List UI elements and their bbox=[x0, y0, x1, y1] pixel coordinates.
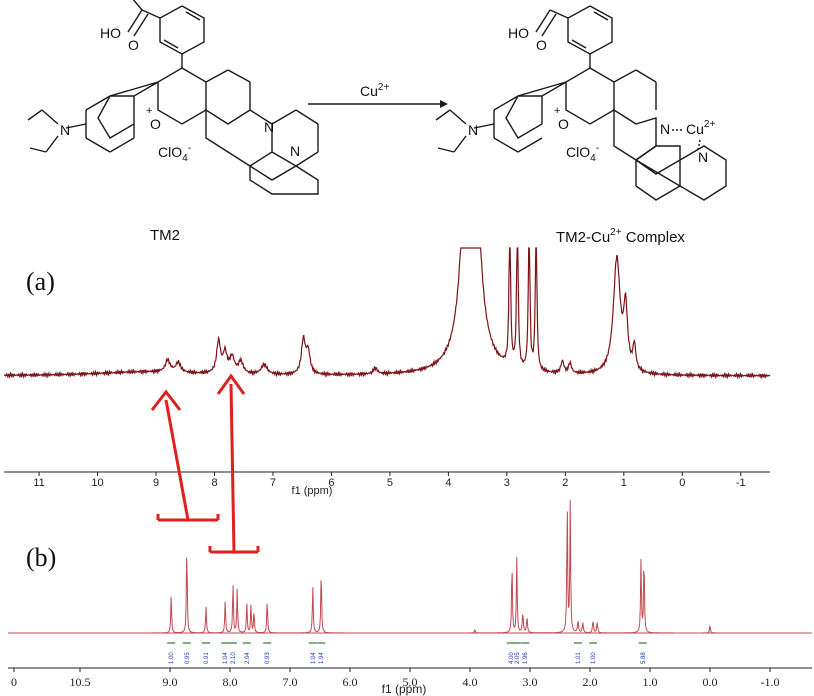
charge-label: + bbox=[554, 105, 560, 117]
spectrum-trace-a bbox=[3, 247, 771, 380]
tick-label: 10.5 bbox=[70, 675, 91, 689]
tick-label: 2 bbox=[562, 477, 568, 489]
ring-n2-label: N bbox=[290, 143, 300, 159]
tick-label: 9 bbox=[153, 477, 159, 489]
integral-value: 1.94 bbox=[319, 652, 325, 664]
integral-value: 1.01 bbox=[576, 652, 582, 664]
acid-label: HO bbox=[100, 25, 121, 41]
integral-value: 5.88 bbox=[641, 652, 647, 664]
integral-value: 0.95 bbox=[185, 652, 191, 664]
arrow-right bbox=[229, 383, 236, 553]
tick-label: 0 bbox=[11, 675, 17, 689]
integral-value: 1.00 bbox=[169, 652, 175, 664]
integral-value: 0.93 bbox=[265, 652, 271, 664]
tick-label: 8 bbox=[211, 477, 217, 489]
phenanthroline-middle bbox=[634, 145, 681, 175]
x-axis-label-b: f1 (ppm) bbox=[382, 682, 427, 696]
product-structure bbox=[435, 5, 727, 201]
tick-label: -1 bbox=[736, 477, 746, 489]
ring-n1-label: N bbox=[264, 119, 274, 135]
charge-label: + bbox=[146, 105, 152, 117]
arrowhead-left bbox=[150, 389, 182, 411]
spectrum-b: 1.00 0.95 0.91 1.04 2.10 2.04 0.93 1.04 1.94 4.00… bbox=[8, 499, 812, 696]
integral-value: 1.96 bbox=[523, 652, 529, 664]
xanthene-center-ring bbox=[157, 67, 207, 125]
tick-label: 6.0 bbox=[343, 675, 358, 689]
reactant-name: TM2 bbox=[150, 227, 180, 244]
tick-label: 1 bbox=[621, 477, 627, 489]
phenanthroline-lower bbox=[635, 158, 682, 201]
pyridine-fused-ring bbox=[205, 108, 273, 167]
correlation-arrows bbox=[150, 373, 260, 554]
tick-label: 6 bbox=[328, 477, 334, 489]
spectrum-a: 11 10 9 8 7 6 5 4 3 2 1 0 -1 f1 (ppm) bbox=[3, 247, 771, 497]
counterion-label: ClO4- bbox=[566, 143, 599, 164]
ring-o-label: O bbox=[558, 116, 569, 132]
tick-label: 1.0 bbox=[643, 675, 658, 689]
ring-o-label: O bbox=[150, 116, 161, 132]
amine-n-label: N bbox=[60, 122, 70, 138]
reactant-structure bbox=[27, 0, 319, 195]
benzoic-ring bbox=[567, 5, 613, 55]
ticks-a: 11 10 9 8 7 6 5 4 3 2 1 0 -1 bbox=[33, 472, 746, 489]
ring-n2-label: N bbox=[698, 149, 708, 165]
tick-label: 0 bbox=[679, 477, 685, 489]
metal-label: Cu2+ bbox=[686, 119, 715, 137]
acid-label: HO bbox=[508, 25, 529, 41]
tick-label: 5 bbox=[387, 477, 393, 489]
tick-label: 5.0 bbox=[403, 675, 418, 689]
carbonyl-o-label: O bbox=[536, 37, 547, 53]
arrowhead-right bbox=[216, 373, 246, 395]
pyridine-fused-ring bbox=[613, 108, 657, 161]
tick-label: 11 bbox=[33, 477, 44, 489]
ticks-b: 0 10.5 9.0 8.0 7.0 6.0 5.0 4.0 3.0 2.0 1.0 0.0 -1.0 bbox=[11, 668, 780, 689]
integrals-b: 1.00 0.95 0.91 1.04 2.10 2.04 0.93 1.04 1.94 4.00… bbox=[167, 642, 647, 664]
tick-label: -1.0 bbox=[761, 675, 780, 689]
tick-label: 2.0 bbox=[583, 675, 598, 689]
amine-n-label: N bbox=[468, 122, 478, 138]
tick-label: 4 bbox=[445, 477, 451, 489]
tick-label: 7 bbox=[270, 477, 276, 489]
panel-label-b: (b) bbox=[26, 543, 56, 572]
panel-label-a: (a) bbox=[26, 267, 55, 296]
tick-label: 8.0 bbox=[223, 675, 238, 689]
tick-label: 9.0 bbox=[163, 675, 178, 689]
spectrum-trace-b bbox=[8, 499, 812, 634]
tick-label: 4.0 bbox=[463, 675, 478, 689]
integral-value: 1.04 bbox=[311, 652, 317, 664]
tick-label: 10 bbox=[91, 477, 103, 489]
tick-label: 7.0 bbox=[283, 675, 298, 689]
reaction-arrowhead bbox=[440, 100, 448, 108]
ring-n1-label: N bbox=[660, 121, 670, 137]
arrow-left bbox=[164, 399, 190, 521]
counterion-label: ClO4- bbox=[158, 143, 191, 164]
xanthene-center-ring bbox=[565, 67, 615, 125]
reaction-scheme bbox=[27, 0, 727, 201]
benzoic-ring bbox=[159, 5, 205, 55]
integral-value: 1.04 bbox=[223, 652, 229, 664]
product-name: TM2-Cu2+ Complex bbox=[556, 227, 685, 246]
tick-label: 0.0 bbox=[703, 675, 718, 689]
integral-value: 2.10 bbox=[231, 652, 237, 664]
integral-value: 2.05 bbox=[515, 652, 521, 664]
integral-value: 2.04 bbox=[245, 652, 251, 664]
arrow-label: Cu2+ bbox=[360, 82, 389, 99]
integral-value: 1.00 bbox=[591, 652, 597, 664]
carbonyl-o-label: O bbox=[128, 37, 139, 53]
tick-label: 3.0 bbox=[523, 675, 538, 689]
x-axis-label-a: f1 (ppm) bbox=[292, 485, 333, 497]
tick-label: 3 bbox=[504, 477, 510, 489]
integral-value: 0.91 bbox=[204, 652, 210, 664]
integral-value: 4.00 bbox=[509, 652, 515, 664]
phenanthroline-lower bbox=[249, 164, 319, 195]
